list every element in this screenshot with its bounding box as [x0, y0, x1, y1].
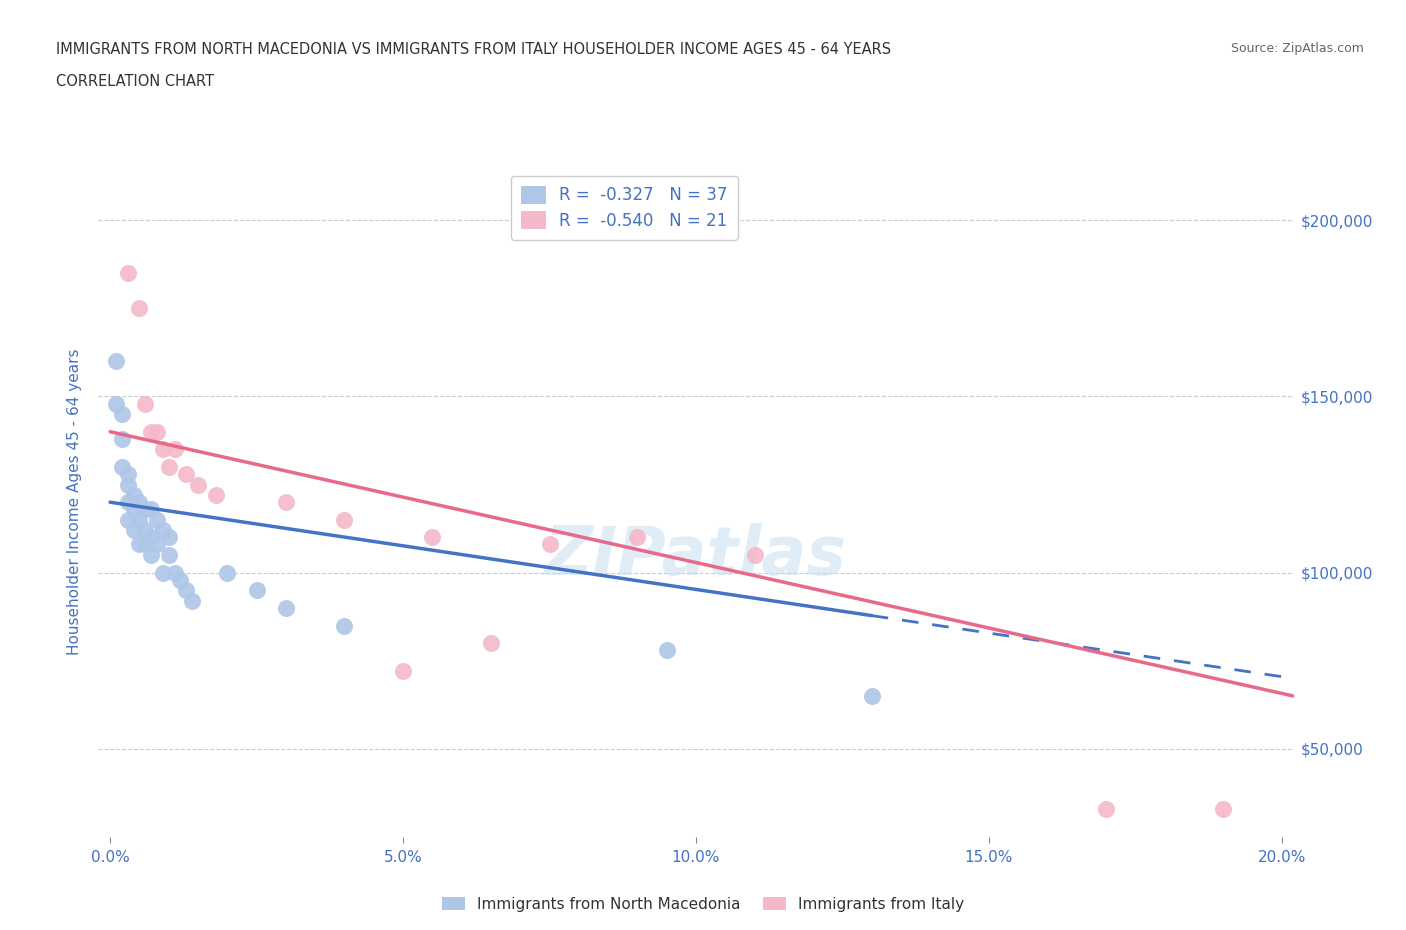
Point — [422, 530, 444, 545]
Point — [117, 477, 139, 492]
Point — [174, 583, 197, 598]
Point — [479, 636, 502, 651]
Point — [174, 467, 197, 482]
Point — [134, 537, 156, 551]
Point — [117, 266, 139, 281]
Point — [274, 495, 297, 510]
Point — [128, 537, 150, 551]
Point — [134, 396, 156, 411]
Point — [146, 537, 169, 551]
Point — [169, 572, 191, 587]
Point — [111, 459, 134, 474]
Text: IMMIGRANTS FROM NORTH MACEDONIA VS IMMIGRANTS FROM ITALY HOUSEHOLDER INCOME AGES: IMMIGRANTS FROM NORTH MACEDONIA VS IMMIG… — [56, 42, 891, 57]
Point — [392, 664, 415, 679]
Point — [141, 530, 163, 545]
Point — [181, 593, 204, 608]
Point — [204, 487, 226, 502]
Point — [128, 512, 150, 527]
Point — [146, 512, 169, 527]
Point — [105, 353, 128, 368]
Point — [187, 477, 209, 492]
Text: Source: ZipAtlas.com: Source: ZipAtlas.com — [1230, 42, 1364, 55]
Point — [141, 502, 163, 517]
Point — [134, 523, 156, 538]
Point — [122, 487, 145, 502]
Point — [163, 442, 186, 457]
Point — [128, 301, 150, 316]
Point — [1095, 802, 1118, 817]
Point — [111, 406, 134, 421]
Point — [626, 530, 648, 545]
Y-axis label: Householder Income Ages 45 - 64 years: Householder Income Ages 45 - 64 years — [67, 349, 83, 656]
Point — [860, 688, 883, 703]
Point — [117, 495, 139, 510]
Point — [538, 537, 561, 551]
Text: CORRELATION CHART: CORRELATION CHART — [56, 74, 214, 89]
Point — [128, 495, 150, 510]
Point — [157, 548, 180, 563]
Point — [117, 512, 139, 527]
Point — [655, 643, 678, 658]
Point — [163, 565, 186, 580]
Text: ZIPatlas: ZIPatlas — [546, 523, 846, 589]
Point — [333, 512, 356, 527]
Legend: R =  -0.327   N = 37, R =  -0.540   N = 21: R = -0.327 N = 37, R = -0.540 N = 21 — [510, 176, 738, 240]
Point — [157, 459, 180, 474]
Point — [157, 530, 180, 545]
Point — [122, 502, 145, 517]
Point — [141, 548, 163, 563]
Point — [146, 424, 169, 439]
Legend: Immigrants from North Macedonia, Immigrants from Italy: Immigrants from North Macedonia, Immigra… — [436, 890, 970, 918]
Point — [141, 424, 163, 439]
Point — [152, 565, 174, 580]
Point — [274, 601, 297, 616]
Point — [217, 565, 239, 580]
Point — [152, 442, 174, 457]
Point — [117, 467, 139, 482]
Point — [333, 618, 356, 633]
Point — [152, 523, 174, 538]
Point — [122, 523, 145, 538]
Point — [744, 548, 766, 563]
Point — [246, 583, 269, 598]
Point — [111, 432, 134, 446]
Point — [105, 396, 128, 411]
Point — [1212, 802, 1234, 817]
Point — [134, 502, 156, 517]
